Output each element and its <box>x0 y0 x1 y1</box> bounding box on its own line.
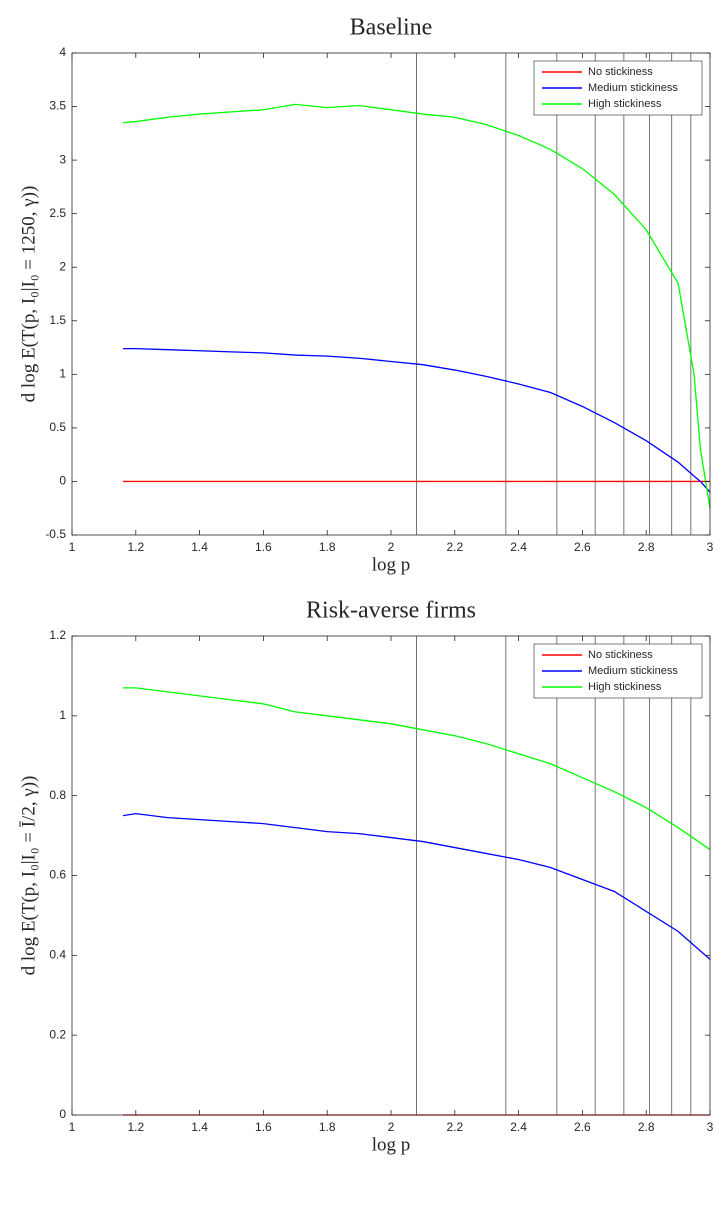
chart-title: Risk-averse firms <box>306 598 476 624</box>
y-tick-label: 4 <box>59 45 66 59</box>
y-tick-label: 2 <box>59 259 66 273</box>
x-tick-label: 1.6 <box>255 540 272 554</box>
x-axis-label: log p <box>372 1134 411 1155</box>
y-tick-label: 0.4 <box>49 948 66 962</box>
y-tick-label: 3 <box>59 152 66 166</box>
x-tick-label: 1.4 <box>191 540 208 554</box>
y-tick-label: 2.5 <box>49 206 66 220</box>
x-tick-label: 2.6 <box>574 1120 591 1134</box>
x-tick-label: 3 <box>707 540 714 554</box>
legend-label: No stickiness <box>588 649 653 661</box>
y-axis-label: d log E(T(p, I₀|I₀ = Ī/2, γ)) <box>18 776 39 976</box>
x-tick-label: 2.8 <box>638 1120 655 1134</box>
y-axis-label: d log E(T(p, I₀|I₀ = 1250, γ)) <box>18 186 39 403</box>
x-tick-label: 1 <box>69 540 76 554</box>
x-tick-label: 1 <box>69 1120 76 1134</box>
plot-area <box>72 53 710 535</box>
legend-label: No stickiness <box>588 66 653 78</box>
legend-label: Medium stickiness <box>588 82 678 94</box>
legend-label: High stickiness <box>588 98 662 110</box>
y-tick-label: 1 <box>59 708 66 722</box>
series-line <box>123 687 711 851</box>
y-tick-label: 0 <box>59 1107 66 1121</box>
y-tick-label: 0.5 <box>49 420 66 434</box>
x-tick-label: 2.4 <box>510 1120 527 1134</box>
legend-label: Medium stickiness <box>588 665 678 677</box>
y-tick-label: 0.2 <box>49 1027 66 1041</box>
x-axis-label: log p <box>372 554 411 575</box>
y-tick-label: 1.5 <box>49 313 66 327</box>
x-tick-label: 2 <box>388 540 395 554</box>
y-tick-label: 3.5 <box>49 99 66 113</box>
x-tick-label: 1.8 <box>319 1120 336 1134</box>
x-tick-label: 3 <box>707 1120 714 1134</box>
y-tick-label: -0.5 <box>45 527 66 541</box>
x-tick-label: 1.2 <box>127 1120 144 1134</box>
x-tick-label: 2.8 <box>638 540 655 554</box>
y-tick-label: 0 <box>59 474 66 488</box>
chart-title: Baseline <box>350 15 433 41</box>
series-line <box>122 103 711 509</box>
x-tick-label: 2.4 <box>510 540 527 554</box>
x-tick-label: 2.2 <box>446 1120 463 1134</box>
x-tick-label: 1.4 <box>191 1120 208 1134</box>
series-line <box>122 812 711 960</box>
x-tick-label: 1.6 <box>255 1120 272 1134</box>
x-tick-label: 1.2 <box>127 540 144 554</box>
y-tick-label: 1.2 <box>49 628 66 642</box>
x-tick-label: 2.2 <box>446 540 463 554</box>
series-line <box>123 347 711 493</box>
plot-area <box>72 636 710 1115</box>
x-tick-label: 2 <box>388 1120 395 1134</box>
legend-label: High stickiness <box>588 681 662 693</box>
y-tick-label: 1 <box>59 367 66 381</box>
y-tick-label: 0.6 <box>49 868 66 882</box>
y-tick-label: 0.8 <box>49 788 66 802</box>
x-tick-label: 2.6 <box>574 540 591 554</box>
x-tick-label: 1.8 <box>319 540 336 554</box>
